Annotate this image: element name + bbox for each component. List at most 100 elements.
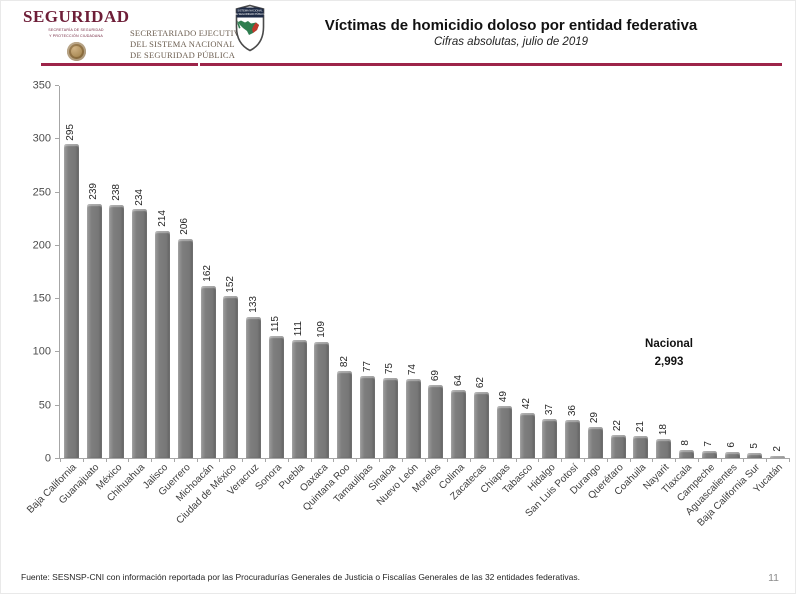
bar-column: 295 Baja California bbox=[25, 86, 83, 516]
x-tick-mark bbox=[583, 458, 585, 462]
bar bbox=[747, 452, 763, 458]
bar-value-label: 49 bbox=[498, 390, 510, 402]
bar-value-label: 133 bbox=[247, 295, 259, 313]
x-tick-mark bbox=[675, 458, 677, 462]
bar-column: 206 Guerrero bbox=[157, 86, 197, 498]
bar-column: 152 Ciudad de México bbox=[174, 86, 242, 527]
bar-column: 82 Quintana Roo bbox=[301, 86, 356, 514]
bar-value-label: 152 bbox=[224, 275, 236, 293]
bar bbox=[360, 376, 376, 458]
bar-column: 64 Colima bbox=[437, 86, 470, 492]
x-tick-mark bbox=[538, 458, 540, 462]
bar bbox=[701, 450, 717, 458]
bar-column: 133 Veracruz bbox=[226, 86, 265, 498]
x-tick-mark bbox=[242, 458, 244, 462]
x-tick-mark bbox=[287, 458, 289, 462]
x-tick-mark bbox=[196, 458, 198, 462]
bar-value-label: 239 bbox=[88, 183, 100, 200]
bar-column: 74 Nuevo León bbox=[375, 86, 425, 508]
x-tick-mark bbox=[378, 458, 380, 462]
bar-value-label: 109 bbox=[315, 321, 327, 339]
bar-value-label: 8 bbox=[680, 439, 692, 446]
bar-value-label: 42 bbox=[521, 398, 533, 410]
bar-column: 214 Jalisco bbox=[141, 86, 174, 492]
y-tick-label: 0 bbox=[44, 452, 51, 465]
seguridad-wordmark: SEGURIDAD bbox=[23, 7, 130, 26]
bar-column: 42 Tabasco bbox=[501, 86, 539, 496]
seguridad-sub-line1: SECRETARÍA DE SEGURIDAD bbox=[48, 28, 104, 32]
bar bbox=[268, 335, 284, 458]
seguridad-logo: SEGURIDAD SECRETARÍA DE SEGURIDAD Y PROT… bbox=[23, 7, 129, 61]
bar-column: 22 Querétaro bbox=[586, 86, 630, 502]
bar-column: 29 Durango bbox=[568, 86, 607, 497]
bar bbox=[770, 455, 786, 458]
x-tick-mark bbox=[265, 458, 267, 462]
x-tick-mark bbox=[606, 458, 608, 462]
gold-eagle-seal-icon bbox=[66, 41, 86, 61]
bar-column: 69 Morelos bbox=[411, 86, 448, 495]
bar-value-label: 21 bbox=[634, 420, 646, 432]
bar-value-label: 29 bbox=[589, 412, 601, 424]
x-tick-mark bbox=[697, 458, 699, 462]
page-subtitle: Cifras absolutas, julio de 2019 bbox=[433, 36, 589, 48]
bar bbox=[382, 378, 398, 458]
header-rule-left bbox=[41, 63, 198, 66]
bar-value-label: 7 bbox=[703, 441, 715, 447]
y-tick-label: 50 bbox=[38, 399, 51, 412]
bar-column: 7 Campeche bbox=[675, 86, 721, 504]
x-tick-mark bbox=[424, 458, 426, 462]
bar-value-label: 162 bbox=[202, 265, 214, 282]
x-tick-mark bbox=[310, 458, 312, 462]
bar-value-label: 77 bbox=[361, 361, 373, 373]
x-tick-mark bbox=[492, 458, 494, 462]
bar-column: 2 Yucatán bbox=[752, 86, 789, 495]
bar-column: 115 Sonora bbox=[254, 86, 288, 493]
secretariado-line2: DEL SISTEMA NACIONAL bbox=[130, 39, 235, 50]
source-note: Fuente: SESNSP-CNI con información repor… bbox=[21, 572, 580, 582]
national-total-annotation: Nacional 2,993 bbox=[614, 336, 724, 372]
x-tick-mark bbox=[105, 458, 107, 462]
bar-value-label: 37 bbox=[543, 403, 555, 415]
secretariado-wordmark: SECRETARIADO EJECUTIVO DEL SISTEMA NACIO… bbox=[130, 28, 246, 61]
bar bbox=[451, 389, 467, 458]
bar bbox=[291, 340, 307, 458]
bar-value-label: 6 bbox=[726, 442, 738, 448]
bar-value-label: 214 bbox=[156, 209, 168, 227]
bar-value-label: 74 bbox=[407, 364, 419, 376]
bar-column: 238 México bbox=[95, 86, 129, 492]
bar bbox=[200, 285, 216, 458]
x-tick-mark bbox=[333, 458, 335, 462]
y-tick-mark bbox=[55, 404, 59, 406]
bar bbox=[587, 427, 603, 458]
y-tick-mark bbox=[55, 85, 59, 86]
x-tick-mark bbox=[743, 458, 745, 462]
bar bbox=[565, 419, 581, 458]
bar bbox=[496, 405, 512, 458]
bar-value-label: 111 bbox=[293, 320, 305, 337]
y-tick-label: 350 bbox=[32, 79, 51, 92]
bar-column: 77 Tamaulipas bbox=[332, 86, 379, 506]
y-tick-mark bbox=[55, 244, 59, 246]
bar-value-label: 69 bbox=[429, 369, 441, 381]
y-tick-mark bbox=[55, 298, 59, 300]
chart-titles: Víctimas de homicidio doloso por entidad… bbox=[301, 17, 721, 48]
bar-column: 239 Guanajuato bbox=[58, 86, 106, 506]
bar-value-label: 206 bbox=[179, 218, 191, 236]
x-tick-mark bbox=[151, 458, 153, 462]
bar-value-label: 234 bbox=[133, 188, 145, 206]
bar-column: 8 Tlaxcala bbox=[660, 86, 698, 496]
x-tick-mark bbox=[652, 458, 654, 462]
bar-column: 109 Oaxaca bbox=[298, 86, 334, 494]
x-tick-mark bbox=[356, 458, 358, 462]
bar-chart: 295 Baja California 239 Guanajuato 238 México… bbox=[25, 80, 790, 529]
bar bbox=[405, 379, 421, 458]
y-tick-mark bbox=[55, 138, 59, 140]
x-tick-mark bbox=[561, 458, 563, 462]
bar-value-label: 82 bbox=[338, 355, 350, 367]
bar-column: 5 Baja California Sur bbox=[696, 86, 766, 529]
bar bbox=[337, 370, 353, 458]
y-tick-mark bbox=[55, 351, 59, 353]
x-tick-mark bbox=[60, 458, 61, 462]
svg-text:SISTEMA NACIONAL: SISTEMA NACIONAL bbox=[237, 9, 263, 13]
